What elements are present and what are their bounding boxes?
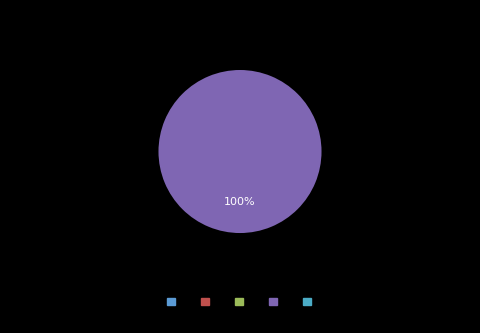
Legend: , , , , : , , , , xyxy=(163,293,317,311)
Text: 100%: 100% xyxy=(224,197,256,207)
Wedge shape xyxy=(158,70,322,233)
